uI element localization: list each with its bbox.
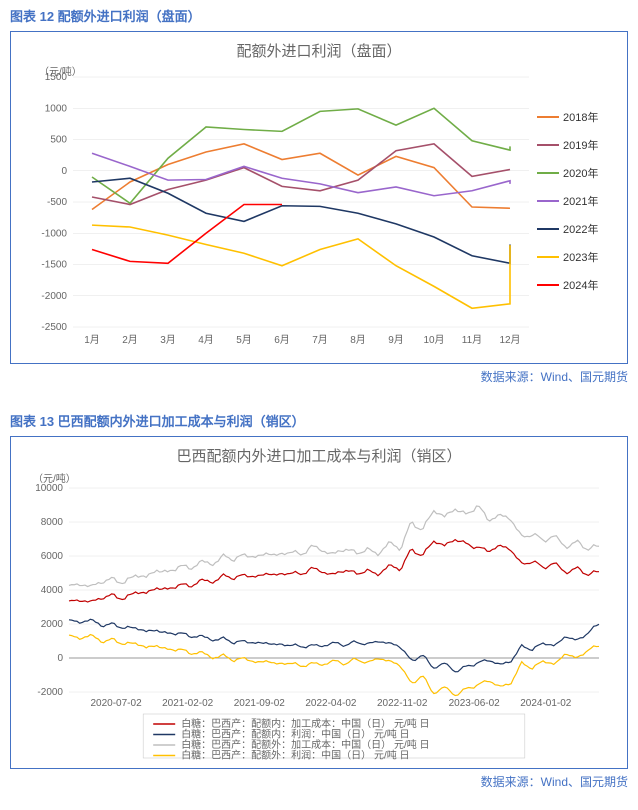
svg-text:2022年: 2022年 xyxy=(563,222,598,236)
chart-12-source: 数据来源：Wind、国元期货 xyxy=(0,364,638,393)
chart-13-source: 数据来源：Wind、国元期货 xyxy=(0,769,638,798)
svg-text:0: 0 xyxy=(61,166,67,177)
chart-13-section: 图表 13 巴西配额内外进口加工成本与利润（销区） 巴西配额内外进口加工成本与利… xyxy=(0,405,638,798)
svg-text:-1000: -1000 xyxy=(41,228,67,239)
svg-text:白糖：巴西产：配额外：利润：中国（日） 元/吨 日: 白糖：巴西产：配额外：利润：中国（日） 元/吨 日 xyxy=(181,749,409,761)
svg-text:8月: 8月 xyxy=(350,334,366,346)
svg-text:-2000: -2000 xyxy=(41,291,67,302)
svg-text:12月: 12月 xyxy=(499,334,520,346)
svg-text:-2000: -2000 xyxy=(37,687,63,698)
svg-text:2019年: 2019年 xyxy=(563,138,598,152)
svg-text:3月: 3月 xyxy=(160,334,176,346)
svg-text:白糖：巴西产：配额内：利润：中国（日） 元/吨 日: 白糖：巴西产：配额内：利润：中国（日） 元/吨 日 xyxy=(181,728,409,741)
svg-text:（元/吨）: （元/吨） xyxy=(39,65,82,78)
chart-12-body: -2500-2000-1500-1000-500050010001500（元/吨… xyxy=(19,65,619,355)
svg-text:白糖：巴西产：配额内：加工成本：中国（日） 元/吨 日: 白糖：巴西产：配额内：加工成本：中国（日） 元/吨 日 xyxy=(181,717,429,730)
svg-text:-2500: -2500 xyxy=(41,322,67,333)
svg-text:1月: 1月 xyxy=(84,334,100,346)
svg-text:0: 0 xyxy=(57,653,63,664)
svg-text:8000: 8000 xyxy=(41,517,64,528)
svg-text:7月: 7月 xyxy=(312,334,328,346)
chart-13-container: 巴西配额内外进口加工成本与利润（销区） -2000 0 2000 4000 6000 80… xyxy=(10,436,628,769)
svg-text:2018年: 2018年 xyxy=(563,110,598,124)
svg-text:2024年: 2024年 xyxy=(563,278,598,292)
chart-13-body: -20000200040006000800010000（元/吨）2020-07-… xyxy=(19,470,619,760)
chart-12-container: 配额外进口利润（盘面） -2500 -2000 -1500 -1000 -500 0 500… xyxy=(10,31,628,364)
svg-text:4月: 4月 xyxy=(198,334,214,346)
svg-text:2021-09-02: 2021-09-02 xyxy=(234,698,286,709)
chart-13-title: 图表 13 巴西配额内外进口加工成本与利润（销区） xyxy=(0,405,638,436)
svg-text:2024-01-02: 2024-01-02 xyxy=(520,698,572,709)
svg-text:2023年: 2023年 xyxy=(563,250,598,264)
svg-text:2021-02-02: 2021-02-02 xyxy=(162,698,214,709)
svg-text:2月: 2月 xyxy=(122,334,138,346)
svg-text:5月: 5月 xyxy=(236,334,252,346)
svg-text:10月: 10月 xyxy=(423,334,444,346)
svg-text:500: 500 xyxy=(50,135,67,146)
svg-text:-500: -500 xyxy=(47,197,67,208)
svg-text:2023-06-02: 2023-06-02 xyxy=(449,698,501,709)
chart-12-inner-title: 配额外进口利润（盘面） xyxy=(19,40,619,61)
svg-text:1000: 1000 xyxy=(45,103,68,114)
svg-text:4000: 4000 xyxy=(41,585,64,596)
svg-text:6000: 6000 xyxy=(41,551,64,562)
svg-text:2022-11-02: 2022-11-02 xyxy=(377,698,428,709)
svg-text:2021年: 2021年 xyxy=(563,194,598,208)
chart-13-inner-title: 巴西配额内外进口加工成本与利润（销区） xyxy=(19,445,619,466)
svg-text:6月: 6月 xyxy=(274,334,290,346)
chart-12-title: 图表 12 配额外进口利润（盘面） xyxy=(0,0,638,31)
svg-text:白糖：巴西产：配额外：加工成本：中国（日） 元/吨 日: 白糖：巴西产：配额外：加工成本：中国（日） 元/吨 日 xyxy=(181,738,429,751)
svg-text:2000: 2000 xyxy=(41,619,64,630)
svg-text:（元/吨）: （元/吨） xyxy=(33,472,76,485)
chart-12-svg: -2500-2000-1500-1000-500050010001500（元/吨… xyxy=(19,65,615,355)
chart-13-svg: -20000200040006000800010000（元/吨）2020-07-… xyxy=(19,470,615,760)
chart-12-section: 图表 12 配额外进口利润（盘面） 配额外进口利润（盘面） -2500 -2000… xyxy=(0,0,638,393)
svg-text:11月: 11月 xyxy=(462,334,482,346)
svg-text:2022-04-02: 2022-04-02 xyxy=(305,698,357,709)
svg-text:2020-07-02: 2020-07-02 xyxy=(90,698,142,709)
svg-text:-1500: -1500 xyxy=(41,260,67,271)
svg-text:2020年: 2020年 xyxy=(563,166,598,180)
svg-text:9月: 9月 xyxy=(388,334,404,346)
